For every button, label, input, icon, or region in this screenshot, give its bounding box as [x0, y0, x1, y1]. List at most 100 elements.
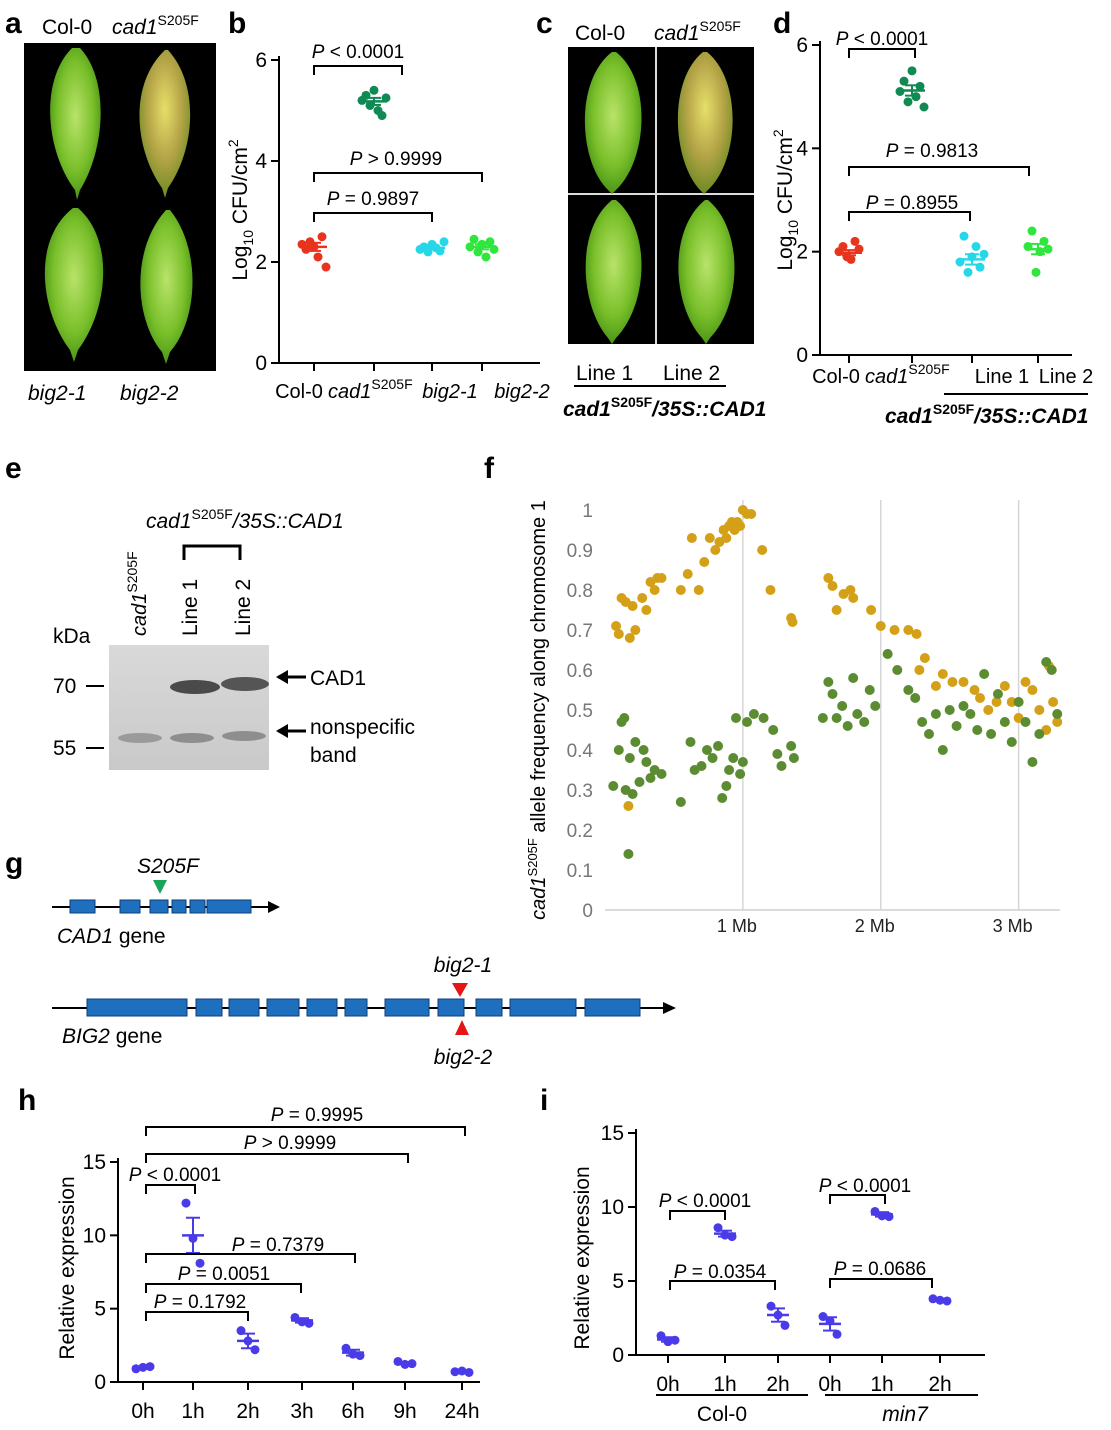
- data-point: [1027, 226, 1037, 236]
- data-point: [852, 709, 863, 719]
- y-tick-label: 6: [255, 49, 267, 72]
- panel-c-col0-label: Col-0: [575, 22, 625, 45]
- panel-c-line2-label: Line 2: [663, 362, 720, 385]
- panel-a-leaves: [44, 48, 193, 364]
- panel-b-pvalues: P < 0.0001 P > 0.9999 P = 0.9897: [312, 42, 483, 222]
- data-point: [439, 237, 449, 247]
- data-point: [724, 765, 735, 775]
- data-point: [728, 753, 739, 763]
- x-tick-label: 24h: [444, 1400, 479, 1423]
- data-point: [870, 701, 881, 711]
- panel-g-cad1-gene-label: CAD1 gene: [57, 925, 166, 948]
- panel-a-col0-label: Col-0: [42, 16, 92, 39]
- big2-exon: [475, 998, 503, 1017]
- y-tick-label: 0.7: [567, 621, 593, 642]
- panel-b-ylabel: Log10 CFU/cm2: [225, 139, 256, 280]
- leaf-big2-1: [44, 208, 104, 362]
- data-point: [958, 677, 969, 687]
- big2-exon: [509, 998, 577, 1017]
- big2-exon: [266, 998, 300, 1017]
- data-point: [969, 685, 980, 695]
- data-point: [469, 234, 479, 244]
- data-point: [817, 713, 828, 723]
- data-point: [907, 66, 917, 76]
- panel-e-marker-70: 70: [53, 675, 76, 698]
- big2-exon: [437, 998, 465, 1017]
- panel-b-xtick-big2-2: big2-2: [494, 381, 550, 403]
- data-point: [972, 725, 983, 735]
- data-point: [930, 709, 941, 719]
- panel-letter-i: i: [540, 1084, 548, 1117]
- data-point: [746, 509, 757, 519]
- panel-b-p2: P > 0.9999: [350, 149, 442, 170]
- y-tick-label: 0: [582, 901, 593, 922]
- data-point: [827, 581, 838, 591]
- data-point: [637, 593, 648, 603]
- panel-c-line1-label: Line 1: [576, 362, 633, 385]
- data-point: [882, 649, 893, 659]
- data-point: [951, 721, 962, 731]
- data-point: [930, 681, 941, 691]
- panel-letter-d: d: [773, 7, 791, 40]
- leaf-cad1: [139, 50, 191, 198]
- data-point: [919, 102, 929, 112]
- data-point: [915, 81, 925, 91]
- data-point: [608, 781, 619, 791]
- data-point: [1052, 717, 1063, 727]
- data-point: [999, 717, 1010, 727]
- x-tick-label: 0h: [656, 1373, 679, 1396]
- data-point: [1013, 697, 1024, 707]
- data-point: [831, 605, 842, 615]
- data-point: [979, 669, 990, 679]
- panel-b-xtick-col0: Col-0: [275, 381, 323, 403]
- big2-exon: [195, 998, 223, 1017]
- data-point: [195, 1258, 205, 1268]
- data-point: [742, 717, 753, 727]
- data-point: [823, 677, 834, 687]
- data-point: [866, 605, 877, 615]
- y-tick-label: 2: [255, 251, 267, 274]
- data-point: [919, 653, 930, 663]
- panel-i-group-min7: min7: [882, 1403, 929, 1426]
- x-tick-label: 1h: [713, 1373, 736, 1396]
- y-tick-label: 5: [94, 1298, 106, 1321]
- data-point: [675, 585, 686, 595]
- data-point: [369, 85, 379, 95]
- data-point: [924, 729, 935, 739]
- data-point: [713, 741, 724, 751]
- data-point: [721, 533, 732, 543]
- data-point: [748, 709, 759, 719]
- data-point: [702, 745, 713, 755]
- data-point: [899, 76, 909, 86]
- x-tick-label: 2h: [236, 1400, 259, 1423]
- data-point: [707, 753, 718, 763]
- data-point: [685, 737, 696, 747]
- data-point: [846, 254, 856, 264]
- data-point: [831, 713, 842, 723]
- panel-h-pvalues: P = 0.9995 P > 0.9999 P < 0.0001 P = 0.7…: [129, 1105, 466, 1321]
- data-point: [696, 761, 707, 771]
- data-point: [624, 753, 635, 763]
- panel-e-bands: [118, 677, 269, 743]
- data-point: [313, 252, 323, 262]
- data-point: [1006, 697, 1017, 707]
- panel-h-p4: P = 0.7379: [232, 1235, 324, 1256]
- data-point: [627, 789, 638, 799]
- data-point: [721, 781, 732, 791]
- big2-exon: [86, 998, 188, 1017]
- data-point: [613, 745, 624, 755]
- data-point: [837, 701, 848, 711]
- data-point: [641, 605, 652, 615]
- data-point: [986, 729, 997, 739]
- x-tick-label: 1h: [181, 1400, 204, 1423]
- data-point: [768, 725, 779, 735]
- data-point: [983, 705, 994, 715]
- panel-h-p5: P = 0.0051: [178, 1264, 270, 1285]
- y-tick-label: 0.5: [567, 701, 593, 722]
- cad1-exon: [69, 899, 96, 914]
- data-point: [623, 801, 634, 811]
- panel-a-big2-1-label: big2-1: [28, 382, 86, 405]
- panel-a-big2-2-label: big2-2: [120, 382, 179, 405]
- data-point: [991, 697, 1002, 707]
- panel-b-chart: 0 2 4 6: [255, 49, 540, 375]
